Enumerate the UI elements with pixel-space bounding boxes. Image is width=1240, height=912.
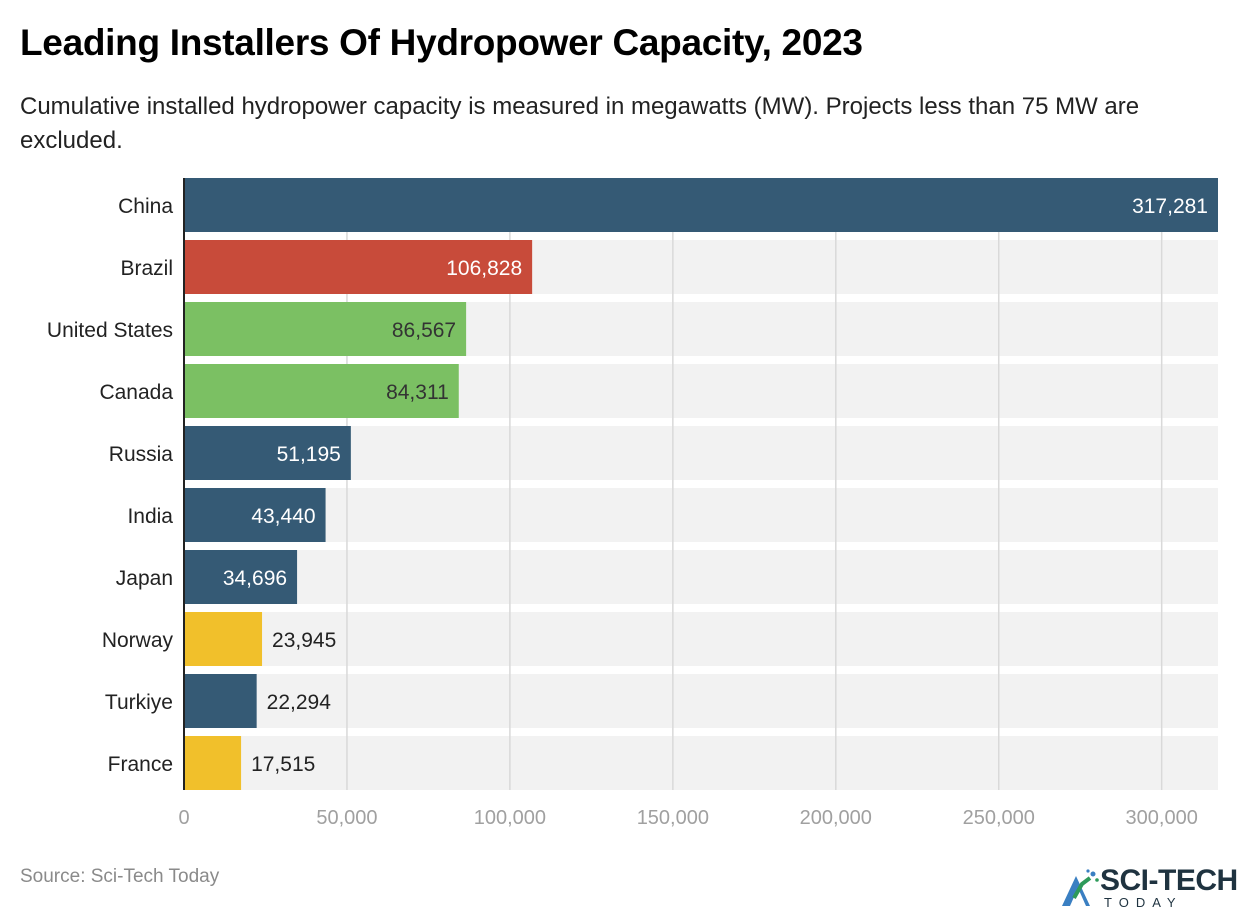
- bar-brazil: [184, 240, 533, 294]
- bar-turkiye: [184, 674, 257, 728]
- bar-track: [184, 550, 1218, 604]
- category-label: United States: [47, 319, 173, 342]
- data-label: 43,440: [251, 505, 315, 528]
- category-label: Turkiye: [105, 691, 173, 714]
- category-label: Russia: [109, 443, 174, 466]
- data-label: 22,294: [267, 691, 332, 714]
- x-tick-label: 200,000: [800, 807, 872, 829]
- sci-tech-logo: SCI-TECH TODAY: [1060, 864, 1240, 910]
- bar-track: [184, 612, 1218, 666]
- bar-norway: [184, 612, 263, 666]
- bar-russia: [184, 426, 351, 480]
- logo-subtext: TODAY: [1104, 895, 1183, 910]
- x-tick-label: 100,000: [474, 807, 546, 829]
- chart-subtitle: Cumulative installed hydropower capacity…: [20, 93, 1140, 154]
- category-label: Brazil: [120, 257, 173, 280]
- source-note: Source: Sci-Tech Today: [20, 866, 220, 887]
- bar-track: [184, 736, 1218, 790]
- data-label: 84,311: [386, 381, 449, 404]
- category-label: Japan: [116, 567, 173, 590]
- x-tick-label: 250,000: [963, 807, 1035, 829]
- x-tick-label: 150,000: [637, 807, 709, 829]
- sci-tech-logo-icon: [1062, 869, 1099, 906]
- bar-track: [184, 488, 1218, 542]
- bar-track: [184, 426, 1218, 480]
- data-label: 34,696: [223, 567, 287, 590]
- data-label: 17,515: [251, 753, 315, 776]
- data-label: 317,281: [1132, 195, 1208, 218]
- bar-france: [184, 736, 242, 790]
- bar-united-states: [184, 302, 467, 356]
- category-label: India: [127, 505, 173, 528]
- chart-title: Leading Installers Of Hydropower Capacit…: [20, 22, 863, 63]
- category-label: Norway: [102, 629, 174, 652]
- category-label: China: [118, 195, 173, 218]
- category-label: Canada: [99, 381, 173, 404]
- logo-text: SCI-TECH: [1100, 864, 1238, 897]
- data-label: 51,195: [277, 443, 341, 466]
- x-tick-label: 50,000: [316, 807, 377, 829]
- x-tick-label: 300,000: [1126, 807, 1198, 829]
- data-label: 23,945: [272, 629, 336, 652]
- bar-track: [184, 674, 1218, 728]
- bar-china: [184, 178, 1218, 232]
- bar-india: [184, 488, 326, 542]
- category-label: France: [108, 753, 173, 776]
- data-label: 106,828: [446, 257, 522, 280]
- x-tick-label: 0: [178, 807, 189, 829]
- bar-japan: [184, 550, 298, 604]
- data-label: 86,567: [392, 319, 456, 342]
- bar-canada: [184, 364, 459, 418]
